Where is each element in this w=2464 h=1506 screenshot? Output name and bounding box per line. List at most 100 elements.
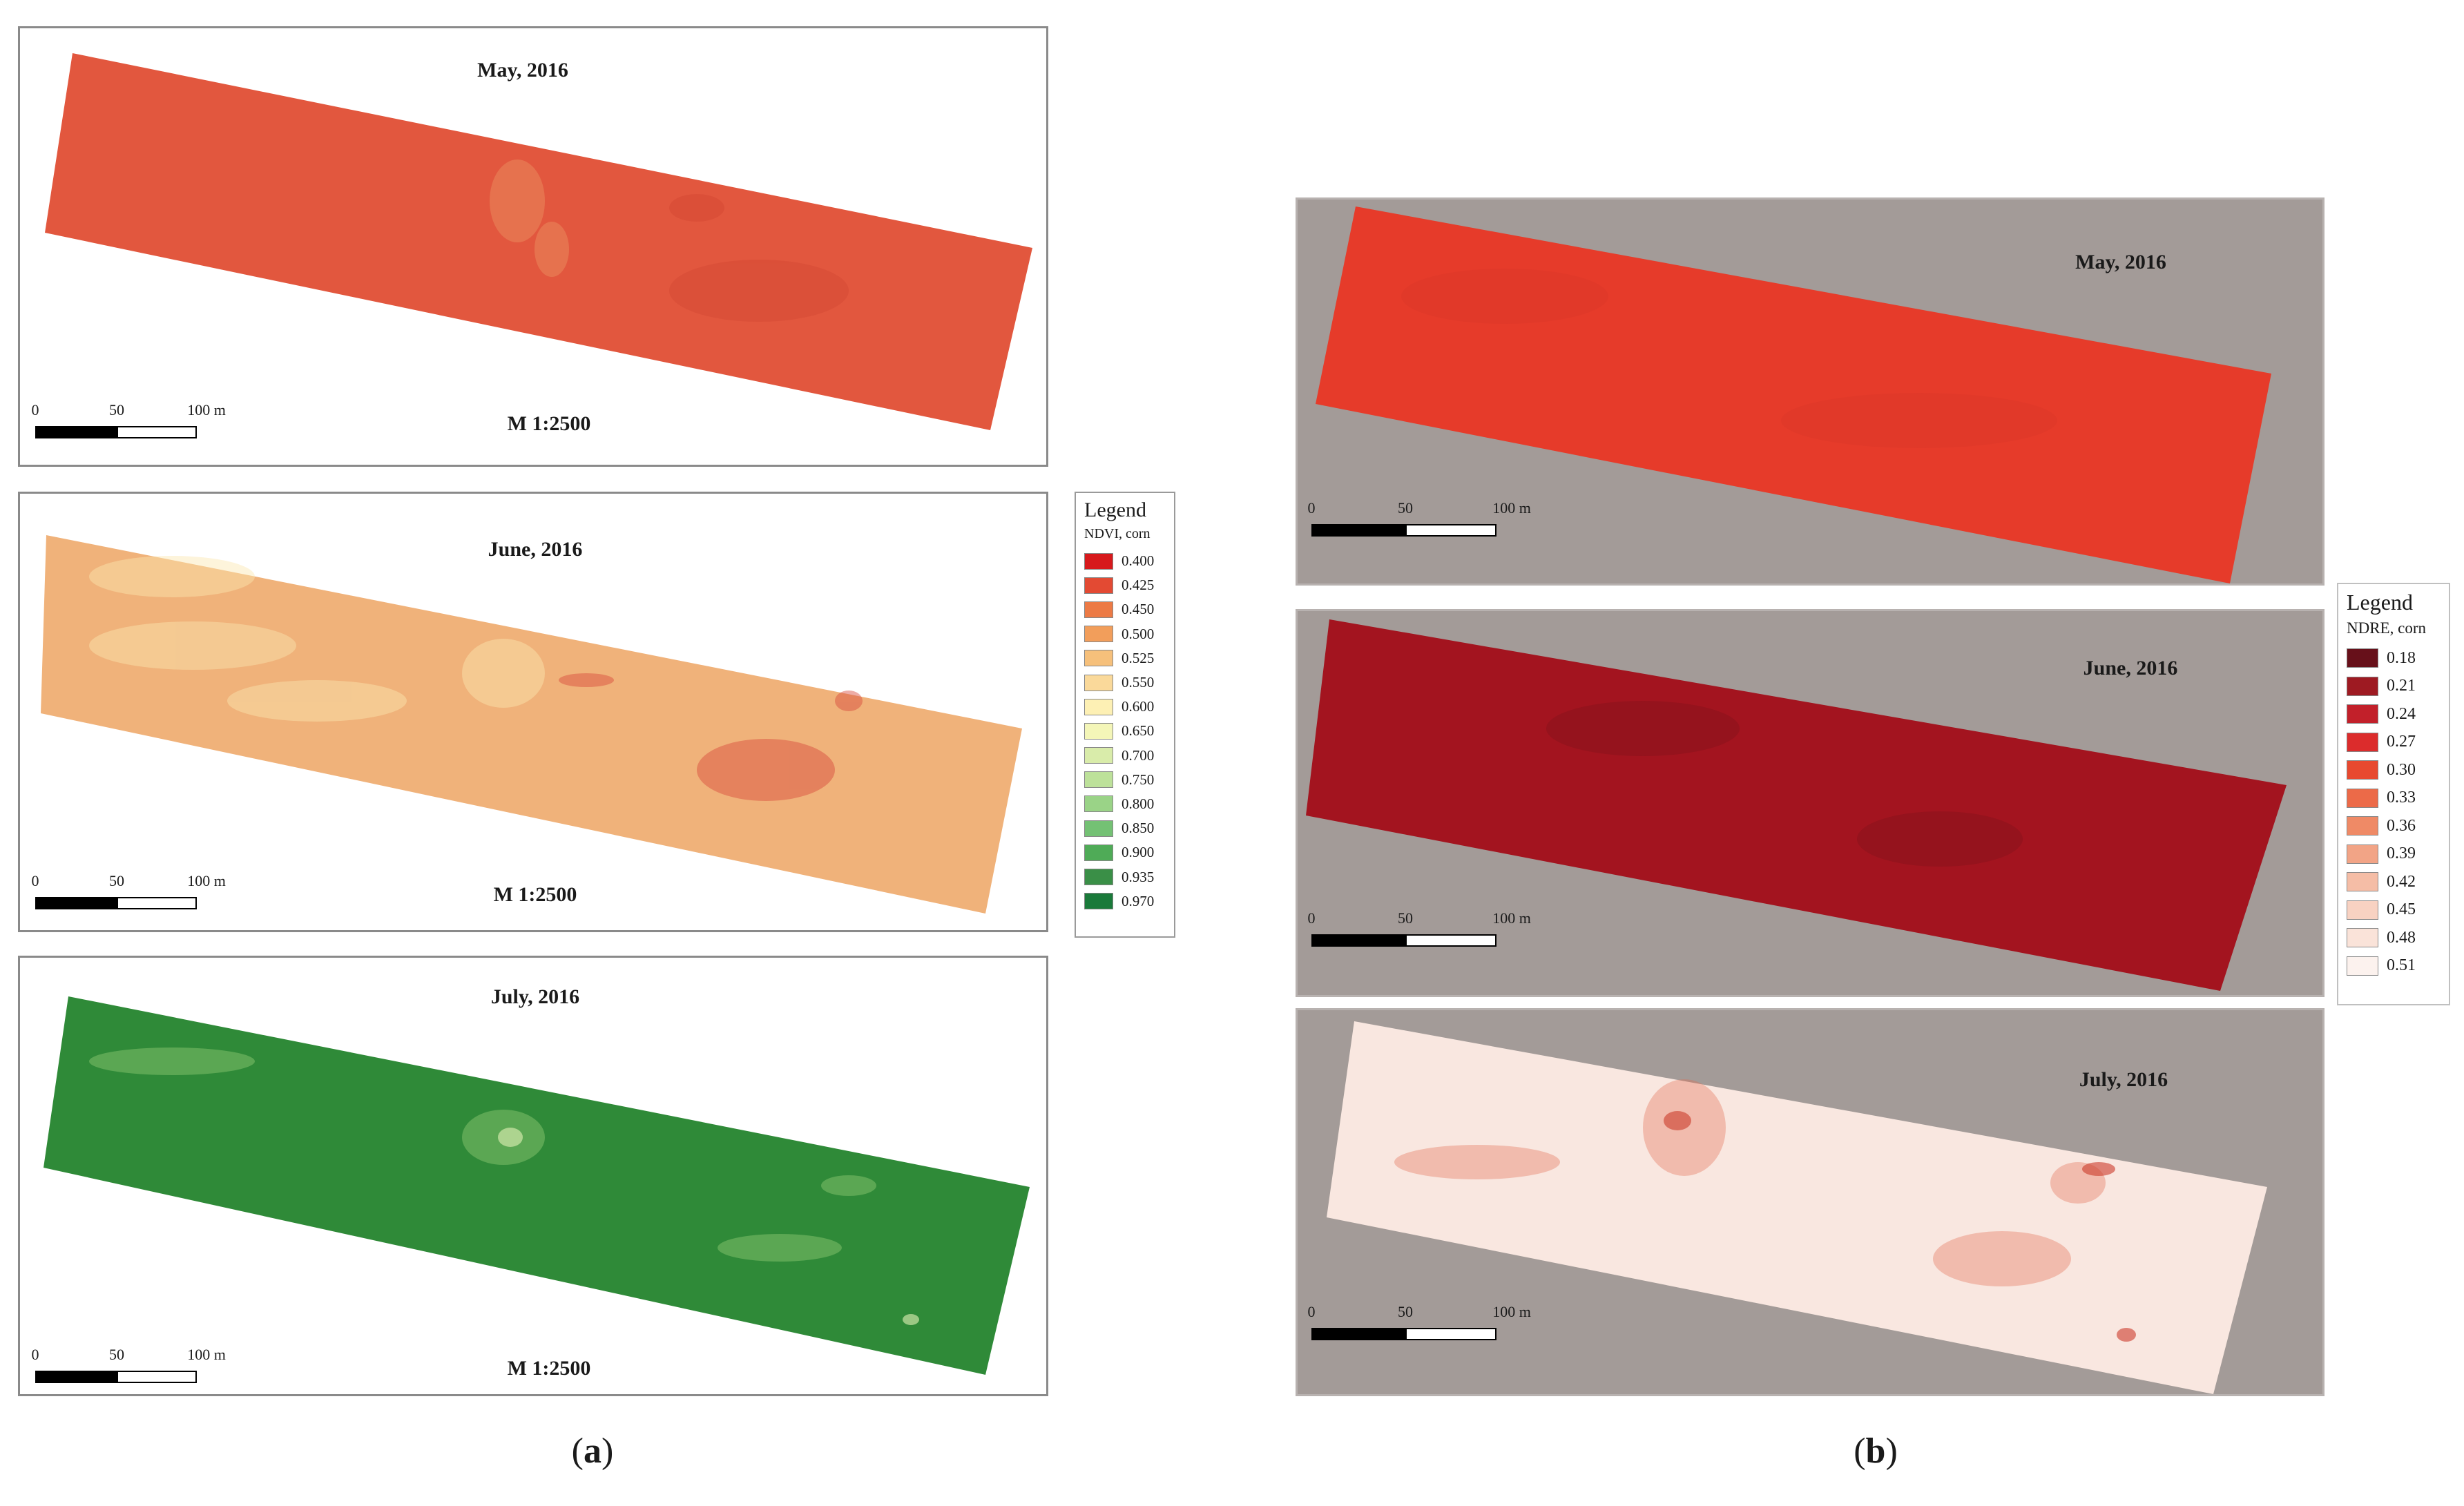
- map-panel-a-may: May, 2016 0 50 100 m M 1:2500: [18, 26, 1048, 467]
- map-title: June, 2016: [2083, 657, 2178, 679]
- scale-bar-white: [1405, 934, 1496, 947]
- legend-swatch: [2347, 648, 2378, 668]
- scale-tick-50: 50: [109, 401, 124, 418]
- legend-item: 0.51: [2338, 952, 2449, 981]
- map-title: June, 2016: [488, 538, 583, 561]
- scale-bar-black: [1311, 934, 1405, 947]
- panel-label-a: (a): [571, 1431, 614, 1471]
- scale-tick-100: 100 m: [187, 401, 226, 418]
- legend-value: 0.18: [2387, 648, 2416, 667]
- legend-swatch: [1084, 771, 1113, 789]
- legend-item: 0.700: [1076, 744, 1174, 768]
- legend-swatch: [1084, 577, 1113, 594]
- scale-bar: 0 50 100 m: [27, 1346, 226, 1394]
- legend-swatch: [1084, 601, 1113, 618]
- scale-bar-white: [117, 426, 197, 438]
- field-map-a-may: [45, 53, 1032, 430]
- legend-item: 0.27: [2338, 728, 2449, 757]
- field-map-b-july: [1327, 1021, 2267, 1394]
- legend-item: 0.525: [1076, 646, 1174, 670]
- legend-swatch: [1084, 722, 1113, 740]
- legend-item: 0.850: [1076, 816, 1174, 840]
- legend-item: 0.800: [1076, 792, 1174, 816]
- map-panel-a-june: June, 2016 0 50 100 m M 1:2500: [18, 492, 1048, 932]
- scale-tick-50: 50: [1398, 499, 1413, 517]
- scale-bar-white: [1405, 1328, 1496, 1340]
- scale-tick-0: 0: [31, 872, 39, 889]
- legend-title: Legend: [2347, 590, 2413, 615]
- scale-bar-white: [1405, 524, 1496, 537]
- legend-value: 0.700: [1122, 746, 1155, 764]
- scale-tick-0: 0: [1307, 909, 1316, 927]
- legend-swatch: [1084, 552, 1113, 570]
- map-scale-ratio: M 1:2500: [493, 883, 577, 906]
- map-panel-b-june: June, 2016 0 50 100 m: [1296, 609, 2325, 997]
- field-polygon: [41, 535, 1022, 914]
- scale-tick-0: 0: [31, 1346, 39, 1363]
- legend-swatch: [2347, 788, 2378, 808]
- legend-swatch: [1084, 869, 1113, 886]
- legend-value: 0.900: [1122, 844, 1155, 861]
- legend-value: 0.600: [1122, 698, 1155, 715]
- legend-swatch: [1084, 795, 1113, 813]
- field-map-b-may: [1316, 206, 2271, 583]
- scale-bar-black: [1311, 524, 1405, 537]
- field-map-b-june: [1306, 619, 2287, 991]
- legend-item: 0.45: [2338, 896, 2449, 925]
- legend-value: 0.30: [2387, 760, 2416, 779]
- legend-value: 0.45: [2387, 900, 2416, 919]
- scale-tick-100: 100 m: [1492, 1303, 1531, 1320]
- panel-label-a-letter: a: [584, 1431, 601, 1471]
- legend-value: 0.42: [2387, 872, 2416, 891]
- scale-tick-0: 0: [31, 401, 39, 418]
- legend-swatch: [1084, 747, 1113, 764]
- legend-ndvi: Legend NDVI, corn 0.400 0.425 0.450 0.500 0.…: [1075, 492, 1175, 938]
- legend-value: 0.450: [1122, 601, 1155, 618]
- scale-bar-black: [35, 897, 117, 909]
- legend-item: 0.39: [2338, 840, 2449, 869]
- map-panel-a-july: July, 2016 0 50 100 m M 1:2500: [18, 956, 1048, 1396]
- map-panel-b-july: July, 2016 0 50 100 m: [1296, 1008, 2325, 1396]
- map-title: May, 2016: [477, 59, 568, 81]
- scale-bar-black: [35, 426, 117, 438]
- legend-swatch: [2347, 704, 2378, 724]
- scale-tick-0: 0: [1307, 1303, 1316, 1320]
- legend-swatch: [2347, 816, 2378, 836]
- legend-swatch: [1084, 820, 1113, 837]
- legend-item: 0.500: [1076, 622, 1174, 646]
- legend-swatch: [1084, 626, 1113, 643]
- field-polygon: [1306, 619, 2287, 991]
- scale-tick-50: 50: [1398, 909, 1413, 927]
- legend-subtitle: NDVI, corn: [1084, 526, 1151, 541]
- legend-value: 0.39: [2387, 844, 2416, 863]
- panel-label-b: (b): [1854, 1431, 1898, 1471]
- legend-item: 0.21: [2338, 673, 2449, 701]
- scale-tick-100: 100 m: [1492, 909, 1531, 927]
- legend-swatch: [1084, 698, 1113, 715]
- map-scale-ratio: M 1:2500: [507, 412, 591, 435]
- field-polygon: [44, 996, 1030, 1375]
- map-panel-b-may: May, 2016 0 50 100 m: [1296, 197, 2325, 586]
- legend-swatch: [1084, 674, 1113, 691]
- scale-bar: 0 50 100 m: [1303, 499, 1531, 548]
- scale-tick-100: 100 m: [187, 1346, 226, 1363]
- legend-item: 0.650: [1076, 719, 1174, 743]
- legend-items: 0.400 0.425 0.450 0.500 0.525 0.550 0.600 0.650…: [1076, 549, 1174, 914]
- legend-swatch: [1084, 650, 1113, 667]
- legend-value: 0.800: [1122, 795, 1155, 812]
- scale-tick-50: 50: [1398, 1303, 1413, 1320]
- legend-swatch: [2347, 760, 2378, 780]
- map-scale-ratio: M 1:2500: [507, 1357, 591, 1380]
- legend-value: 0.550: [1122, 674, 1155, 691]
- legend-item: 0.33: [2338, 784, 2449, 813]
- legend-item: 0.425: [1076, 573, 1174, 597]
- scale-bar: 0 50 100 m: [1303, 1303, 1531, 1351]
- legend-item: 0.935: [1076, 865, 1174, 889]
- legend-swatch: [2347, 732, 2378, 752]
- legend-item: 0.450: [1076, 597, 1174, 621]
- scale-tick-50: 50: [109, 872, 124, 889]
- legend-item: 0.750: [1076, 768, 1174, 792]
- scale-tick-50: 50: [109, 1346, 124, 1363]
- legend-subtitle: NDRE, corn: [2347, 619, 2426, 637]
- legend-swatch: [2347, 872, 2378, 892]
